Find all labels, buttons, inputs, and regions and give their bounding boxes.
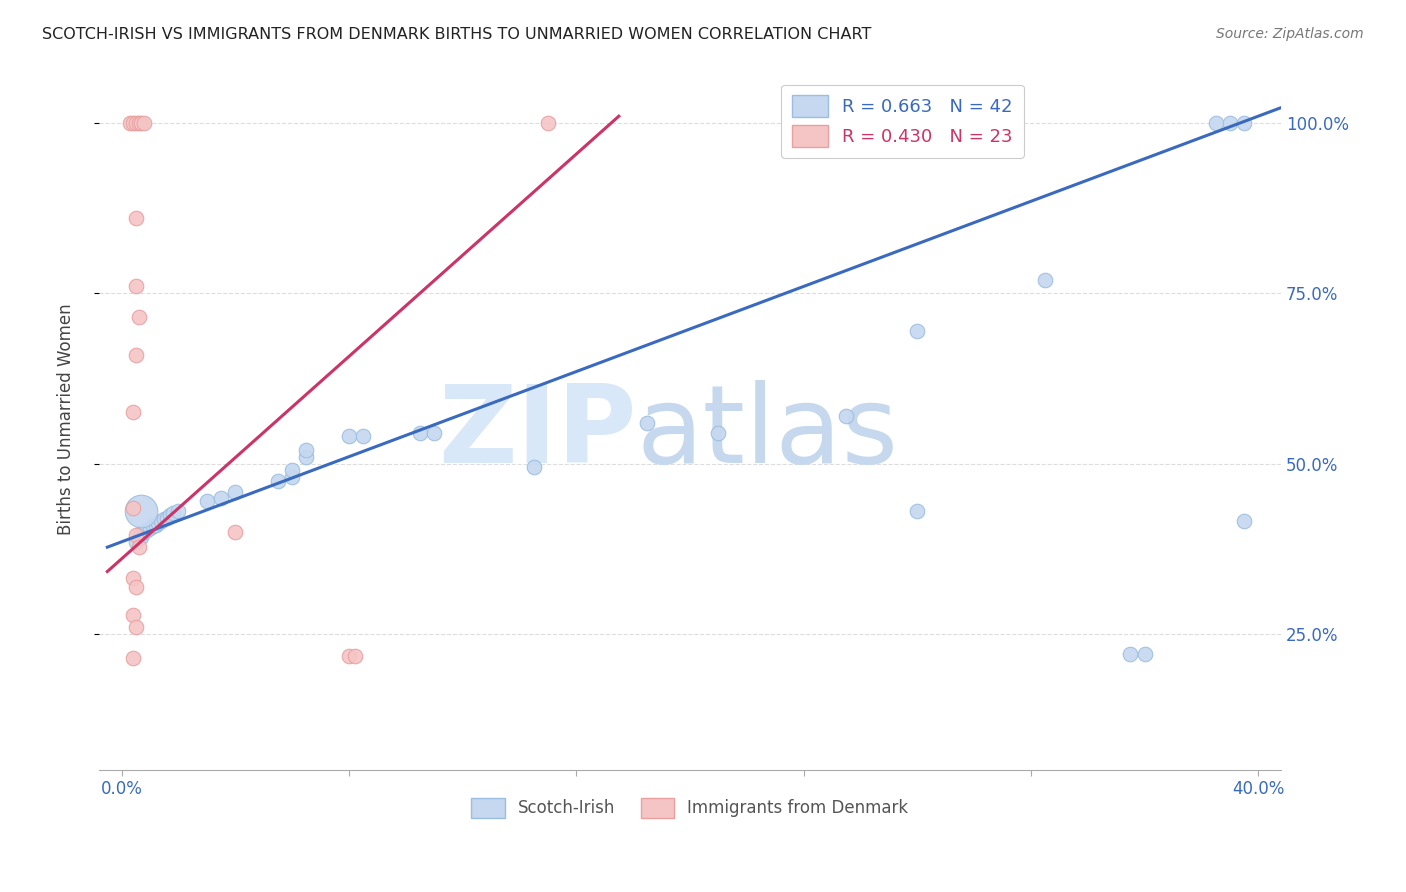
Legend: Scotch-Irish, Immigrants from Denmark: Scotch-Irish, Immigrants from Denmark	[465, 791, 915, 825]
Text: SCOTCH-IRISH VS IMMIGRANTS FROM DENMARK BIRTHS TO UNMARRIED WOMEN CORRELATION CH: SCOTCH-IRISH VS IMMIGRANTS FROM DENMARK …	[42, 27, 872, 42]
Text: Source: ZipAtlas.com: Source: ZipAtlas.com	[1216, 27, 1364, 41]
Point	[224, 524, 246, 539]
Point	[409, 425, 432, 440]
Point	[125, 279, 148, 293]
Point	[352, 429, 374, 443]
Text: atlas: atlas	[637, 380, 898, 486]
Point	[281, 470, 304, 484]
Point	[128, 310, 150, 324]
Point	[281, 463, 304, 477]
Point	[134, 116, 156, 130]
Point	[295, 450, 318, 464]
Point	[167, 504, 190, 518]
Point	[153, 512, 176, 526]
Point	[125, 581, 148, 595]
Point	[131, 116, 153, 130]
Point	[122, 571, 145, 585]
Point	[523, 459, 546, 474]
Point	[1133, 647, 1156, 661]
Point	[224, 485, 246, 500]
Point	[636, 416, 658, 430]
Text: ZIP: ZIP	[439, 380, 637, 486]
Point	[125, 620, 148, 634]
Point	[267, 474, 290, 488]
Point	[337, 429, 360, 443]
Point	[905, 504, 928, 518]
Point	[122, 405, 145, 419]
Point	[118, 116, 141, 130]
Point	[209, 491, 232, 505]
Point	[1233, 515, 1256, 529]
Point	[159, 508, 181, 522]
Point	[295, 442, 318, 457]
Point	[128, 540, 150, 554]
Point	[125, 534, 148, 549]
Point	[131, 526, 153, 541]
Point	[148, 516, 170, 531]
Point	[122, 650, 145, 665]
Point	[162, 506, 184, 520]
Point	[139, 521, 162, 535]
Point	[1219, 116, 1241, 130]
Point	[128, 116, 150, 130]
Point	[125, 116, 148, 130]
Point	[122, 500, 145, 515]
Point	[337, 648, 360, 663]
Point	[122, 116, 145, 130]
Point	[1233, 116, 1256, 130]
Point	[707, 425, 730, 440]
Point	[343, 648, 366, 663]
Point	[1119, 647, 1142, 661]
Point	[150, 515, 173, 529]
Point	[537, 116, 560, 130]
Point	[423, 425, 446, 440]
Y-axis label: Births to Unmarried Women: Births to Unmarried Women	[58, 303, 75, 535]
Point	[122, 607, 145, 622]
Point	[125, 211, 148, 226]
Point	[128, 532, 150, 546]
Point	[136, 523, 159, 537]
Point	[142, 519, 165, 533]
Point	[134, 524, 156, 539]
Point	[1033, 273, 1056, 287]
Point	[1205, 116, 1227, 130]
Point	[125, 528, 148, 542]
Point	[905, 324, 928, 338]
Point	[195, 494, 218, 508]
Point	[125, 347, 148, 361]
Point	[145, 517, 167, 532]
Point	[131, 530, 153, 544]
Point	[131, 504, 153, 518]
Point	[835, 409, 858, 423]
Point	[156, 511, 179, 525]
